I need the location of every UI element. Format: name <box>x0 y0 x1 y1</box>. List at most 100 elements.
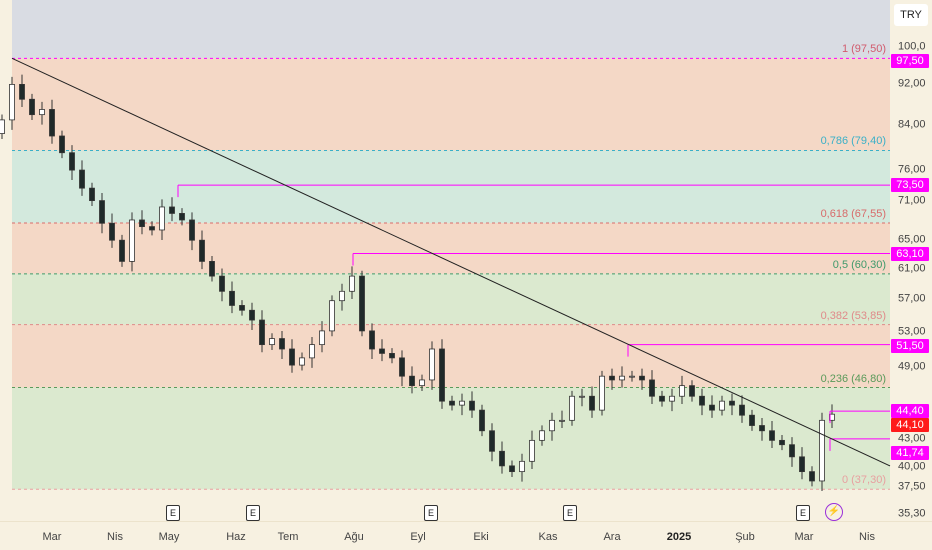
earnings-marker[interactable]: E <box>424 505 438 521</box>
time-tick: Nis <box>107 531 123 543</box>
fib-level-label: 0,618 (67,55) <box>820 207 886 220</box>
price-tick: 53,00 <box>898 325 926 338</box>
candle <box>339 290 345 302</box>
price-tick: 76,00 <box>898 163 926 176</box>
candle <box>719 400 725 411</box>
candle <box>769 430 775 441</box>
candle <box>549 419 555 432</box>
candle <box>759 425 765 432</box>
candle <box>259 319 265 346</box>
candle <box>39 109 45 116</box>
fib-level-label: 0,382 (53,85) <box>820 309 886 322</box>
price-label: 44,40 <box>891 404 929 419</box>
price-tick: 43,00 <box>898 432 926 445</box>
candle <box>539 430 545 441</box>
price-tick: 65,00 <box>898 233 926 246</box>
candle <box>389 353 395 359</box>
time-tick: May <box>158 531 180 543</box>
earnings-marker[interactable]: E <box>166 505 180 521</box>
candle <box>139 219 145 228</box>
time-tick: Eki <box>473 531 489 543</box>
time-tick: Ara <box>603 531 621 543</box>
candle <box>699 395 705 406</box>
candle <box>509 465 515 473</box>
candle <box>599 375 605 411</box>
time-tick: Mar <box>42 531 62 543</box>
candle <box>459 400 465 406</box>
candle <box>319 330 325 346</box>
time-tick: Nis <box>859 531 875 543</box>
candle <box>799 456 805 473</box>
time-tick: Ağu <box>344 531 364 543</box>
candle <box>79 169 85 189</box>
time-tick: Eyl <box>410 531 426 543</box>
price-tick: 49,00 <box>898 360 926 373</box>
fib-band <box>12 273 890 325</box>
candle <box>269 338 275 346</box>
candle <box>279 338 285 350</box>
price-label: 63,10 <box>891 247 929 262</box>
currency-button[interactable]: TRY <box>894 4 928 26</box>
candle <box>179 213 185 221</box>
candle <box>439 348 445 402</box>
candle <box>779 439 785 446</box>
candle <box>579 395 585 398</box>
candle <box>419 379 425 387</box>
candle <box>689 385 695 397</box>
candle <box>739 404 745 416</box>
candle <box>209 260 215 277</box>
candle <box>789 444 795 458</box>
fib-level-label: 1 (97,50) <box>841 43 886 56</box>
fib-band <box>12 324 890 388</box>
fib-level-label: 0 (37,30) <box>841 474 886 487</box>
candle <box>809 471 815 482</box>
price-tick: 100,0 <box>898 40 926 53</box>
candle <box>149 226 155 231</box>
price-tick: 57,00 <box>898 292 926 305</box>
price-label: 44,10 <box>891 418 929 433</box>
candle <box>379 348 385 354</box>
earnings-marker[interactable]: E <box>563 505 577 521</box>
candle <box>299 357 305 366</box>
price-label: 73,50 <box>891 178 929 193</box>
candle <box>479 409 485 432</box>
candle <box>129 219 135 262</box>
candle <box>429 348 435 381</box>
candle <box>169 206 175 214</box>
fib-band <box>12 150 890 223</box>
price-tick: 71,00 <box>898 194 926 207</box>
candle <box>529 439 535 462</box>
price-tick: 35,30 <box>898 507 926 520</box>
candle <box>609 375 615 381</box>
candle <box>729 400 735 406</box>
candle <box>489 430 495 452</box>
price-label: 97,50 <box>891 54 929 68</box>
candle <box>629 375 635 378</box>
candle <box>709 404 715 411</box>
earnings-marker[interactable]: E <box>246 505 260 521</box>
candle <box>559 419 565 422</box>
candle <box>119 239 125 262</box>
time-tick: Kas <box>538 531 558 543</box>
candle <box>189 219 195 241</box>
candle <box>639 375 645 381</box>
candle <box>199 239 205 262</box>
candle <box>649 379 655 397</box>
candle <box>469 400 475 411</box>
time-tick: Mar <box>794 531 814 543</box>
lightning-icon[interactable]: ⚡ <box>825 503 843 521</box>
candle <box>589 395 595 411</box>
fib-band <box>12 222 890 274</box>
candle <box>289 348 295 366</box>
candle <box>409 375 415 387</box>
price-tick: 92,00 <box>898 77 926 90</box>
fib-level-label: 0,236 (46,80) <box>820 372 886 385</box>
fib-level-label: 0,786 (79,40) <box>820 135 886 148</box>
candle <box>369 330 375 350</box>
candle <box>29 98 35 116</box>
trendline <box>11 57 891 467</box>
price-tick: 61,00 <box>898 262 926 275</box>
earnings-marker[interactable]: E <box>796 505 810 521</box>
candle <box>9 83 15 121</box>
